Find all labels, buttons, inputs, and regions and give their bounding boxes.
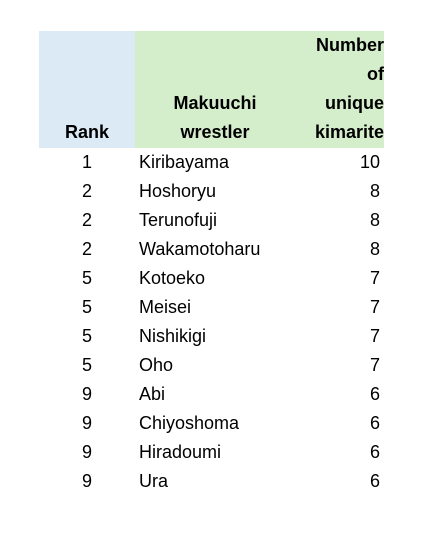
table-row: 9 Hiradoumi 6 — [39, 438, 384, 467]
wrestler-cell: Terunofuji — [139, 210, 218, 230]
rank-cell: 2 — [81, 181, 92, 201]
wrestler-column-header: Makuuchi wrestler — [135, 31, 295, 148]
table-row: 2 Hoshoryu 8 — [39, 177, 384, 206]
count-cell: 8 — [369, 181, 380, 201]
rank-header-label: Rank — [64, 122, 109, 142]
wrestler-cell: Hoshoryu — [139, 181, 217, 201]
wrestler-cell: Kotoeko — [139, 268, 206, 288]
table-header: Rank Makuuchi wrestler Number of unique … — [39, 31, 384, 148]
rank-column-header: Rank — [39, 31, 135, 148]
table-row: 5 Meisei 7 — [39, 293, 384, 322]
count-header-line1: Number — [315, 35, 384, 55]
rank-cell: 5 — [81, 268, 92, 288]
table-row: 1 Kiribayama 10 — [39, 148, 384, 177]
count-cell: 7 — [369, 297, 380, 317]
count-cell: 7 — [369, 326, 380, 346]
wrestler-cell: Wakamotoharu — [139, 239, 261, 259]
count-cell: 7 — [369, 268, 380, 288]
wrestler-header-line2: wrestler — [180, 122, 250, 142]
rank-cell: 5 — [81, 326, 92, 346]
table-row: 9 Abi 6 — [39, 380, 384, 409]
table-row: 9 Ura 6 — [39, 467, 384, 496]
count-cell: 10 — [359, 152, 380, 172]
rank-cell: 1 — [81, 152, 92, 172]
table-row: 2 Wakamotoharu 8 — [39, 235, 384, 264]
count-header-line3: unique — [325, 93, 384, 113]
rank-cell: 9 — [81, 471, 92, 491]
count-cell: 8 — [369, 239, 380, 259]
table-row: 9 Chiyoshoma 6 — [39, 409, 384, 438]
count-cell: 6 — [369, 442, 380, 462]
table-row: 5 Oho 7 — [39, 351, 384, 380]
table-row: 5 Nishikigi 7 — [39, 322, 384, 351]
rank-cell: 2 — [81, 210, 92, 230]
wrestler-cell: Abi — [139, 384, 166, 404]
count-column-header: Number of unique kimarite — [295, 31, 384, 148]
rank-cell: 2 — [81, 239, 92, 259]
rank-cell: 9 — [81, 384, 92, 404]
wrestler-cell: Nishikigi — [139, 326, 207, 346]
rank-cell: 9 — [81, 413, 92, 433]
kimarite-table: Rank Makuuchi wrestler Number of unique … — [39, 31, 384, 496]
wrestler-cell: Hiradoumi — [139, 442, 222, 462]
count-header-line2: of — [367, 64, 384, 84]
wrestler-cell: Oho — [139, 355, 174, 375]
count-header-line4: kimarite — [314, 122, 384, 142]
table-row: 2 Terunofuji 8 — [39, 206, 384, 235]
table-row: 5 Kotoeko 7 — [39, 264, 384, 293]
rank-cell: 9 — [81, 442, 92, 462]
wrestler-cell: Ura — [139, 471, 169, 491]
wrestler-cell: Chiyoshoma — [139, 413, 240, 433]
rank-cell: 5 — [81, 297, 92, 317]
count-cell: 8 — [369, 210, 380, 230]
count-cell: 6 — [369, 471, 380, 491]
rank-cell: 5 — [81, 355, 92, 375]
wrestler-cell: Meisei — [139, 297, 192, 317]
count-cell: 7 — [369, 355, 380, 375]
wrestler-header-line1: Makuuchi — [173, 93, 257, 113]
count-cell: 6 — [369, 413, 380, 433]
count-cell: 6 — [369, 384, 380, 404]
wrestler-cell: Kiribayama — [139, 152, 230, 172]
